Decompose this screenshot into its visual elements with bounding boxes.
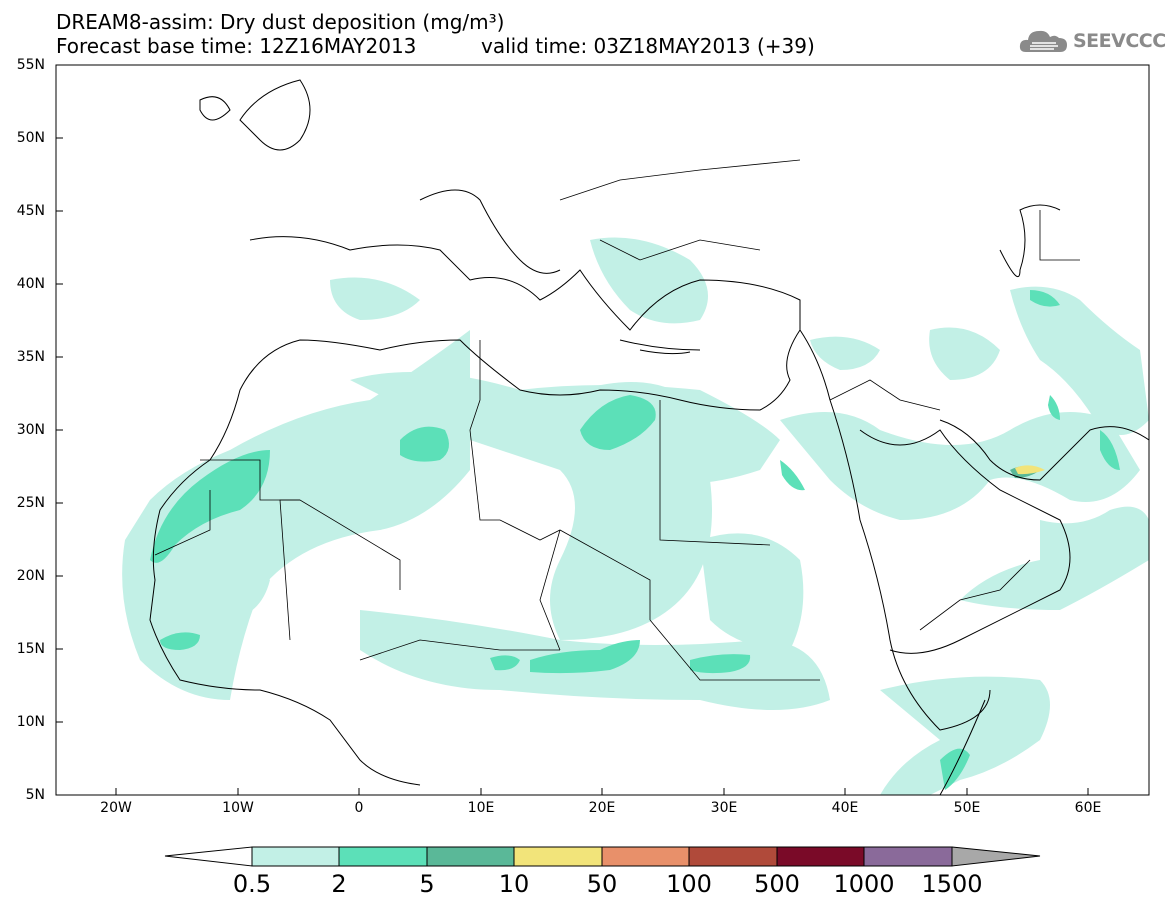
lat-label: 15N bbox=[16, 641, 45, 657]
colorbar-swatch bbox=[251, 846, 340, 867]
lon-label: 40E bbox=[831, 800, 859, 816]
lon-label: 10E bbox=[467, 800, 495, 816]
lon-label: 60E bbox=[1074, 800, 1102, 816]
colorbar-swatch bbox=[426, 846, 515, 867]
colorbar-label: 1000 bbox=[833, 870, 895, 898]
lat-label: 40N bbox=[16, 276, 45, 292]
colorbar-swatch bbox=[863, 846, 953, 867]
logo-text: SEEVCCC bbox=[1073, 30, 1165, 52]
dust-shading bbox=[122, 237, 1149, 795]
lon-label: 30E bbox=[710, 800, 738, 816]
map-ticks bbox=[56, 137, 1089, 795]
lon-label: 50E bbox=[953, 800, 981, 816]
colorbar-label: 5 bbox=[419, 870, 435, 898]
colorbar-label: 10 bbox=[498, 870, 530, 898]
colorbar bbox=[164, 846, 1041, 867]
colorbar-underflow bbox=[164, 846, 253, 867]
colorbar-label: 50 bbox=[586, 870, 618, 898]
colorbar-swatch bbox=[688, 846, 778, 867]
lon-label: 10W bbox=[222, 800, 254, 816]
colorbar-overflow bbox=[951, 846, 1041, 867]
colorbar-swatch bbox=[601, 846, 690, 867]
lat-label: 45N bbox=[16, 203, 45, 219]
lon-label: 20W bbox=[100, 800, 132, 816]
borders bbox=[154, 159, 1080, 681]
colorbar-label: 100 bbox=[666, 870, 712, 898]
colorbar-swatch bbox=[513, 846, 603, 867]
colorbar-label: 2 bbox=[331, 870, 347, 898]
lat-label: 50N bbox=[16, 130, 45, 146]
lat-label: 35N bbox=[16, 349, 45, 365]
colorbar-label: 500 bbox=[754, 870, 800, 898]
coastlines bbox=[149, 79, 1149, 795]
lon-label: 0 bbox=[354, 800, 364, 816]
lat-label: 5N bbox=[25, 787, 45, 803]
lat-label: 20N bbox=[16, 568, 45, 584]
colorbar-swatch bbox=[338, 846, 428, 867]
lat-label: 30N bbox=[16, 422, 45, 438]
colorbar-label: 1500 bbox=[921, 870, 983, 898]
dust-level-10 bbox=[1015, 465, 1045, 475]
dust-level-0-5 bbox=[122, 237, 1149, 795]
cloud-icon bbox=[1019, 30, 1067, 52]
title-base-time: Forecast base time: 12Z16MAY2013 bbox=[56, 34, 417, 58]
title-valid-time: valid time: 03Z18MAY2013 (+39) bbox=[481, 34, 815, 58]
lat-label: 25N bbox=[16, 495, 45, 511]
colorbar-label: 0.5 bbox=[232, 870, 272, 898]
title-product: DREAM8-assim: Dry dust deposition (mg/m³… bbox=[56, 10, 505, 34]
seevccc-logo: SEEVCCC bbox=[1018, 25, 1165, 57]
lat-label: 10N bbox=[16, 714, 45, 730]
map-title: DREAM8-assim: Dry dust deposition (mg/m³… bbox=[56, 10, 815, 106]
lon-label: 20E bbox=[588, 800, 616, 816]
lat-label: 55N bbox=[16, 57, 45, 73]
colorbar-swatch bbox=[776, 846, 865, 867]
